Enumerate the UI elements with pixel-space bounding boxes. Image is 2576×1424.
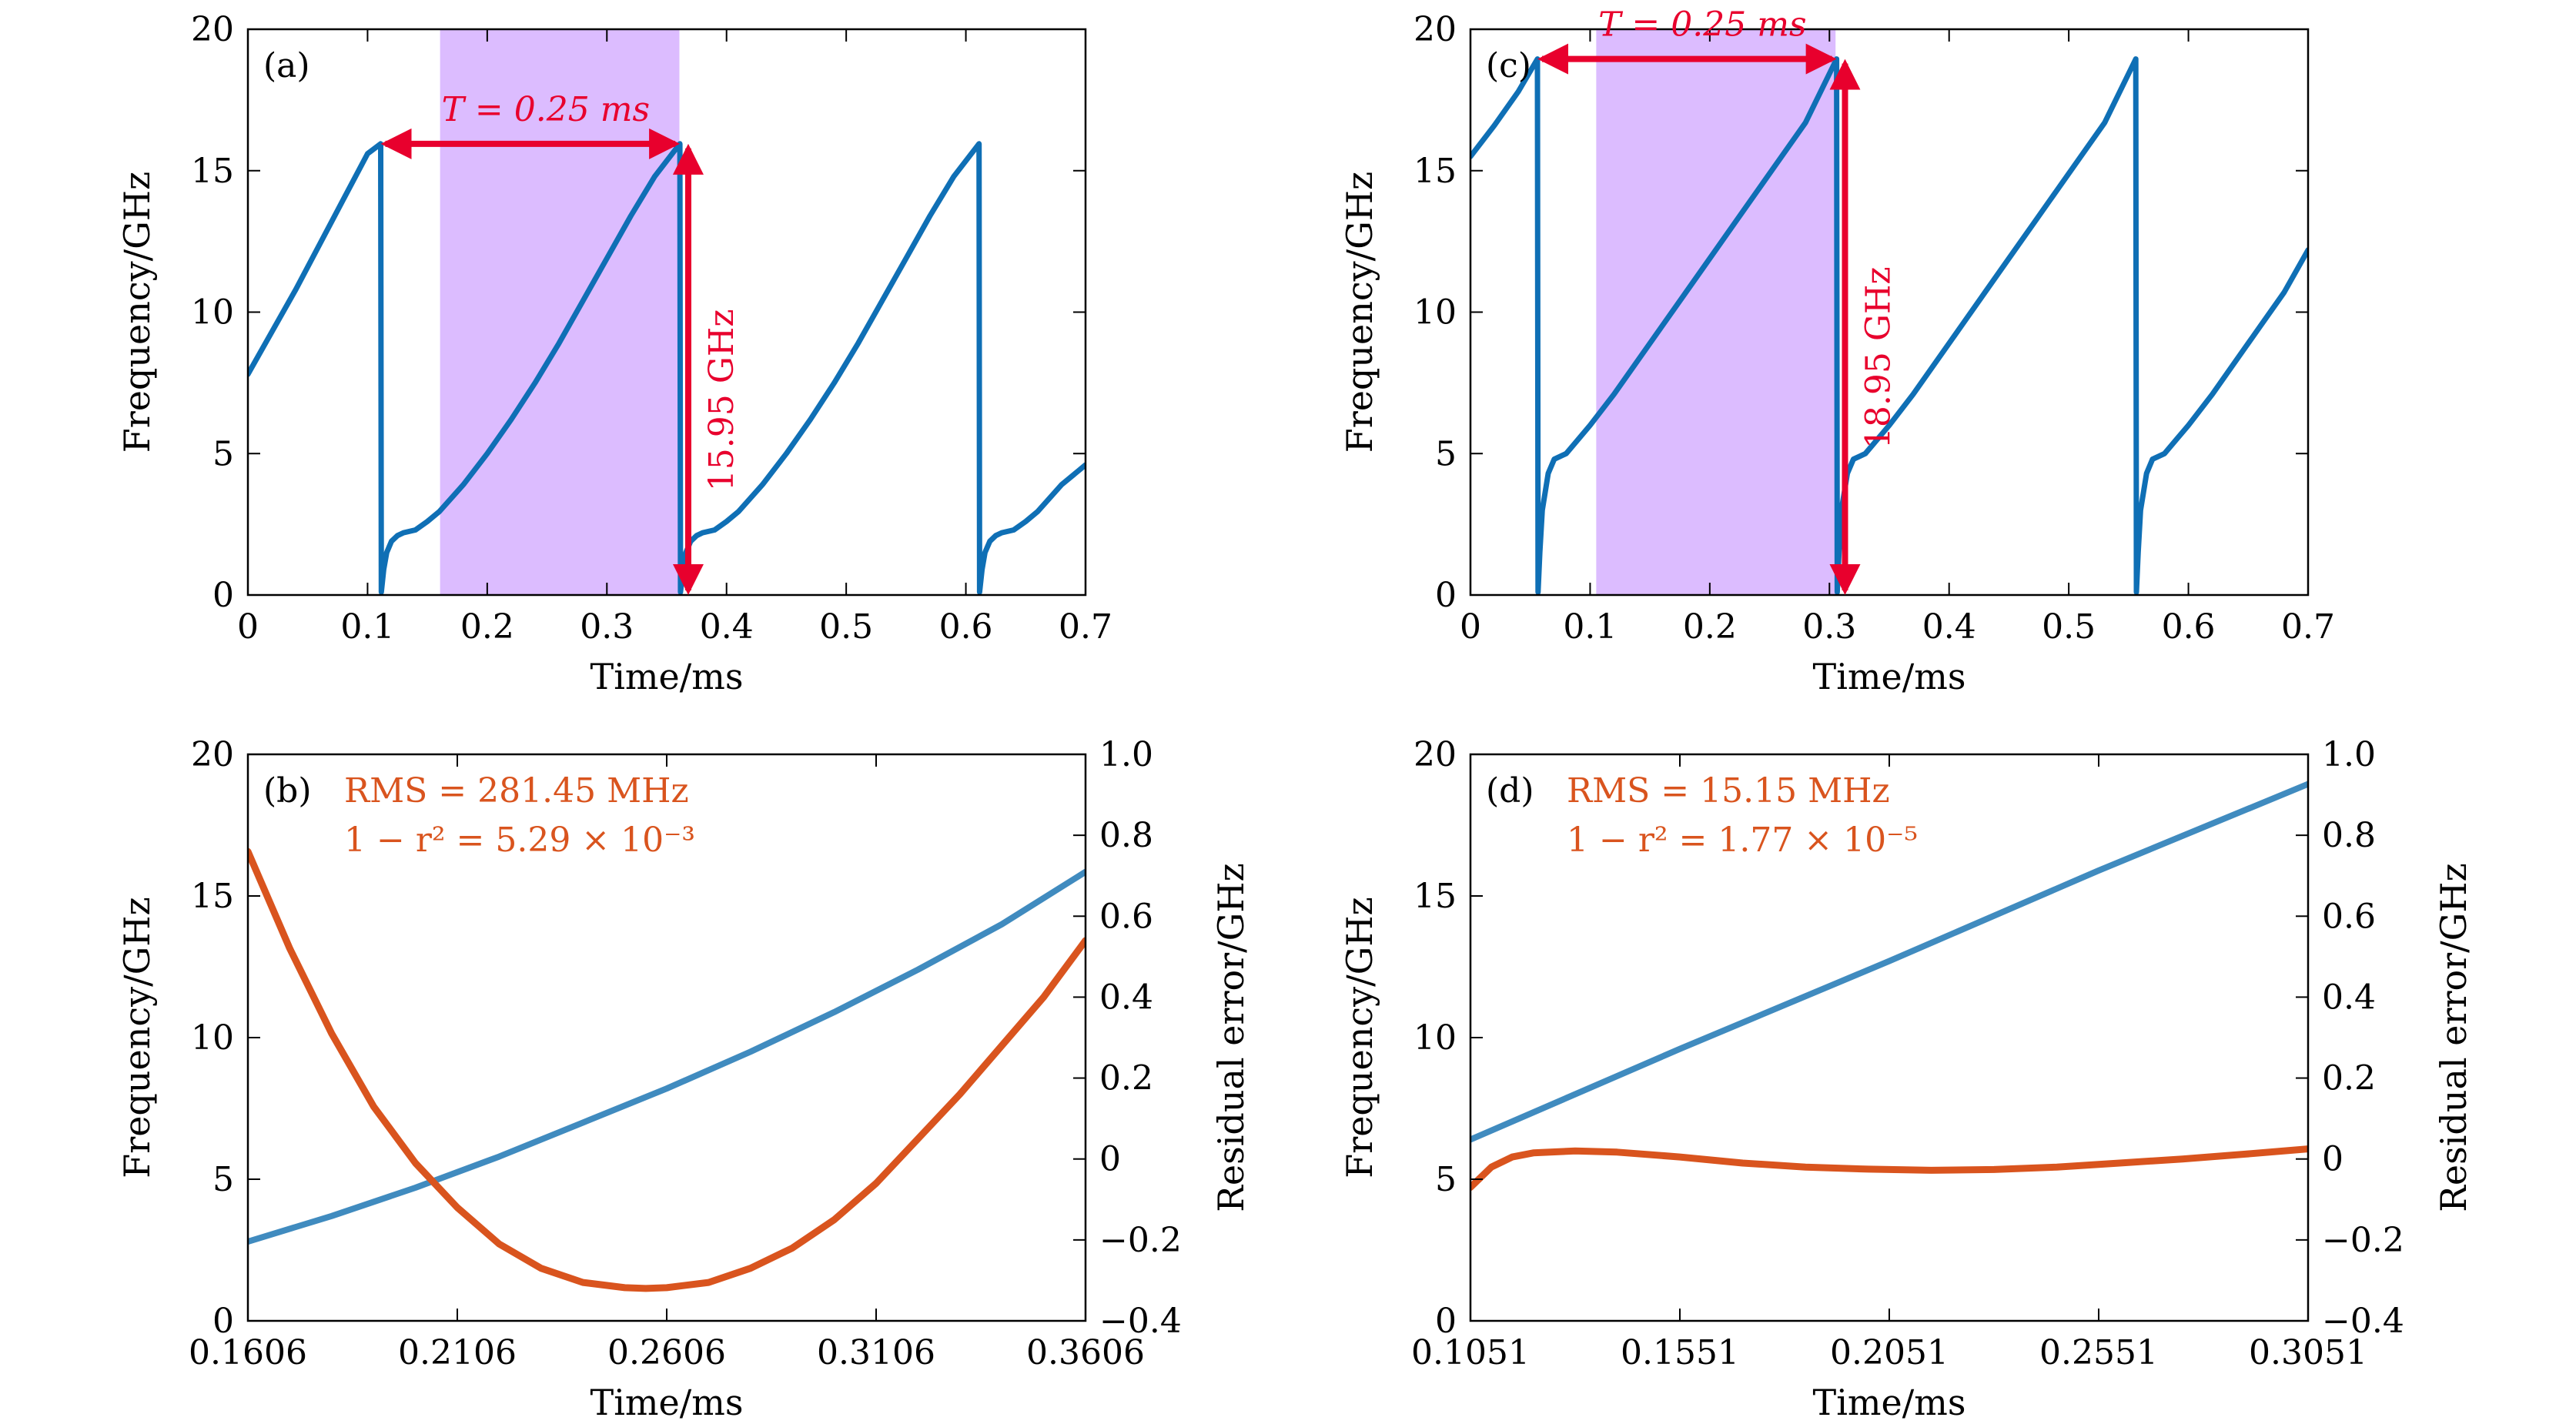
y-tick-label: 5 [1435,434,1457,473]
y-tick-label: 20 [191,735,234,774]
y-axis-label: Frequency/GHz [116,172,158,453]
y-tick-label: 10 [191,293,234,333]
y-tick-label: 15 [191,877,234,916]
x-tick-label: 0.2606 [607,1333,726,1372]
y-right-tick-label: 0.2 [1099,1059,1153,1098]
panel-label: (c) [1486,46,1531,85]
y-tick-label: 20 [191,10,234,49]
x-tick-label: 0.2551 [2039,1333,2158,1372]
panel-label: (d) [1486,771,1534,811]
x-tick-label: 0 [1460,607,1481,647]
y-right-tick-label: −0.4 [2322,1302,2404,1341]
y-tick-label: 5 [212,1160,234,1199]
y-tick-label: 0 [1435,1302,1457,1341]
residual-error-line-d [1470,1145,2308,1191]
x-tick-label: 0.1 [340,607,394,647]
y-right-tick-label: −0.2 [2322,1221,2404,1260]
y-right-tick-label: 0.2 [2322,1059,2376,1098]
fit-quality-text: 1 − r² = 5.29 × 10⁻³ [344,821,695,860]
x-axis-label: Time/ms [590,1382,744,1423]
frequency-line-d [1470,781,2308,1143]
y-right-tick-label: 1.0 [2322,735,2376,774]
x-tick-label: 0.1551 [1621,1333,1739,1372]
x-axis-label: Time/ms [1813,656,1966,697]
y-right-tick-label: 0 [1099,1140,1121,1179]
x-tick-label: 0.2 [460,607,514,647]
y-tick-label: 0 [1435,576,1457,615]
panel-b: 0.1606 0.2106 0.2606 0.3106 0.3606 0 5 10 15 20 −0… [116,735,1252,1423]
y-tick-label: 0 [212,576,234,615]
bandwidth-label: 18.95 GHz [1858,266,1898,449]
y-right-tick-label: 0 [2322,1140,2343,1179]
y-tick-label: 10 [1413,1018,1457,1058]
x-tick-label: 0.6 [2162,607,2216,647]
y-tick-label: 15 [1413,152,1457,191]
y-tick-label: 10 [1413,293,1457,333]
rms-text: RMS = 281.45 MHz [344,771,689,811]
plot-area-d [1470,781,2308,1191]
period-label: T = 0.25 ms [442,90,650,129]
x-tick-label: 0.5 [2042,607,2096,647]
y-tick-label: 5 [1435,1160,1457,1199]
y-tick-label: 5 [212,434,234,473]
plot-area-a [248,29,1086,595]
y-right-tick-label: −0.4 [1099,1302,1182,1341]
x-tick-label: 0.2 [1683,607,1737,647]
y-right-tick-label: 0.8 [2322,816,2376,855]
x-tick-label: 0.3606 [1026,1333,1145,1372]
y-tick-label: 10 [191,1018,234,1058]
x-tick-label: 0.1051 [1411,1333,1530,1372]
x-tick-label: 0.7 [2281,607,2335,647]
y-tick-label: 15 [191,152,234,191]
bandwidth-label: 15.95 GHz [702,309,741,492]
x-axis-label: Time/ms [1813,1382,1966,1423]
fit-quality-text: 1 − r² = 1.77 × 10⁻⁵ [1567,821,1918,860]
y-right-axis-label: Residual error/GHz [1210,863,1252,1212]
panel-a: 0 0.1 0.2 0.3 0.4 0.5 0.6 0.7 0 5 10 15 20 Time/ms Fre… [116,10,1112,697]
y-right-tick-label: −0.2 [1099,1221,1182,1260]
y-axis-label: Frequency/GHz [1339,172,1380,453]
x-tick-label: 0.2051 [1830,1333,1949,1372]
x-tick-label: 0.3051 [2249,1333,2367,1372]
x-tick-label: 0.5 [819,607,873,647]
x-tick-label: 0.3 [1802,607,1856,647]
panel-label: (a) [263,46,310,85]
y-axis-label: Frequency/GHz [116,897,158,1178]
x-tick-label: 0.7 [1059,607,1112,647]
residual-error-line-b [248,847,1086,1292]
y-tick-label: 20 [1413,10,1457,49]
analysis-window-highlight [440,29,680,595]
y-right-axis-label: Residual error/GHz [2433,863,2474,1212]
y-right-tick-label: 0.4 [2322,978,2376,1017]
x-tick-label: 0.4 [1922,607,1976,647]
x-tick-label: 0.6 [939,607,993,647]
panel-label: (b) [263,771,312,811]
y-tick-label: 15 [1413,877,1457,916]
plot-area-b [248,847,1086,1292]
y-tick-label: 0 [212,1302,234,1341]
x-tick-label: 0.4 [700,607,754,647]
x-tick-label: 0.2106 [398,1333,517,1372]
rms-text: RMS = 15.15 MHz [1567,771,1890,811]
panel-d: 0.1051 0.1551 0.2051 0.2551 0.3051 0 5 10 15 20 −0… [1339,735,2474,1423]
y-right-tick-label: 1.0 [1099,735,1153,774]
x-tick-label: 0.3 [580,607,634,647]
y-axis-label: Frequency/GHz [1339,897,1380,1178]
x-tick-label: 0.1606 [189,1333,307,1372]
frequency-line-b [248,868,1086,1245]
x-tick-label: 0 [237,607,259,647]
y-right-tick-label: 0.6 [2322,897,2376,936]
panel-c: 0 0.1 0.2 0.3 0.4 0.5 0.6 0.7 0 5 10 15 20 Time/ms Fre… [1339,5,2335,697]
y-right-tick-label: 0.6 [1099,897,1153,936]
period-label: T = 0.25 ms [1598,5,1806,45]
x-axis-label: Time/ms [590,656,744,697]
analysis-window-highlight [1596,29,1836,595]
y-right-tick-label: 0.8 [1099,816,1153,855]
x-tick-label: 0.1 [1563,607,1617,647]
y-tick-label: 20 [1413,735,1457,774]
y-right-tick-label: 0.4 [1099,978,1153,1017]
x-tick-label: 0.3106 [817,1333,935,1372]
